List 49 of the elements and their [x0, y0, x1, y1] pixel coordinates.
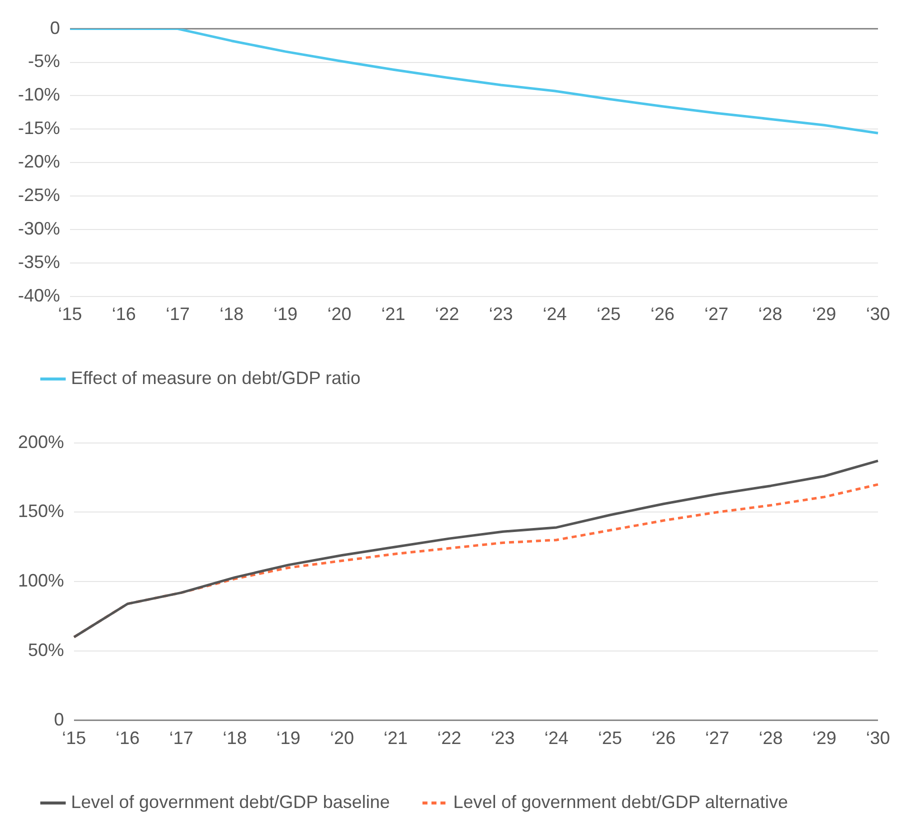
- y-tick-label: -25%: [18, 185, 60, 206]
- x-tick-label: ‘23: [490, 728, 515, 748]
- y-tick-label: -10%: [18, 84, 60, 105]
- x-tick-label: ‘25: [598, 728, 622, 748]
- y-tick-label: -15%: [18, 118, 60, 138]
- x-tick-label: ‘30: [866, 728, 890, 748]
- legend-label: Level of government debt/GDP baseline: [71, 792, 390, 812]
- x-tick-label: ‘22: [437, 728, 462, 748]
- x-tick-label: ‘30: [866, 304, 890, 324]
- y-tick-label: 50%: [28, 640, 64, 660]
- y-tick-label: -20%: [18, 152, 60, 172]
- x-tick-label: ‘23: [488, 304, 513, 324]
- y-tick-label: 0: [54, 709, 64, 730]
- x-tick-label: ‘24: [542, 304, 567, 324]
- x-tick-label: ‘17: [166, 304, 190, 324]
- x-tick-label: ‘20: [330, 728, 354, 748]
- y-tick-label: -5%: [28, 51, 60, 72]
- y-tick-label: -35%: [18, 252, 60, 272]
- x-tick-label: ‘25: [596, 304, 621, 324]
- x-tick-label: ‘26: [652, 728, 676, 748]
- x-tick-label: ‘26: [650, 304, 675, 324]
- y-tick-label: 200%: [18, 432, 64, 452]
- y-tick-label: -40%: [18, 285, 60, 306]
- x-tick-label: ‘27: [704, 304, 728, 324]
- x-tick-label: ‘22: [435, 304, 460, 324]
- x-tick-label: ‘27: [705, 728, 730, 748]
- x-tick-label: ‘28: [758, 304, 782, 324]
- x-tick-label: ‘16: [112, 304, 136, 324]
- y-tick-label: 150%: [18, 501, 64, 522]
- x-tick-label: ‘29: [812, 728, 836, 748]
- y-tick-label: -30%: [18, 218, 60, 238]
- x-tick-label: ‘16: [116, 728, 140, 748]
- x-tick-label: ‘29: [812, 304, 836, 324]
- x-tick-label: ‘18: [220, 304, 244, 324]
- x-tick-label: ‘24: [544, 728, 568, 748]
- x-tick-label: ‘20: [327, 304, 352, 324]
- x-tick-label: ‘21: [381, 304, 406, 324]
- x-tick-label: ‘17: [169, 728, 194, 748]
- y-tick-label: 0: [50, 18, 60, 38]
- x-tick-label: ‘19: [276, 728, 300, 748]
- x-tick-label: ‘15: [62, 728, 86, 748]
- legend-label: Effect of measure on debt/GDP ratio: [71, 368, 360, 388]
- x-tick-label: ‘28: [758, 728, 783, 748]
- x-tick-label: ‘19: [273, 304, 298, 324]
- x-tick-label: ‘21: [384, 728, 408, 748]
- x-tick-label: ‘18: [222, 728, 247, 748]
- legend-label: Level of government debt/GDP alternative: [453, 792, 788, 812]
- x-tick-label: ‘15: [58, 304, 82, 324]
- y-tick-label: 100%: [18, 570, 64, 591]
